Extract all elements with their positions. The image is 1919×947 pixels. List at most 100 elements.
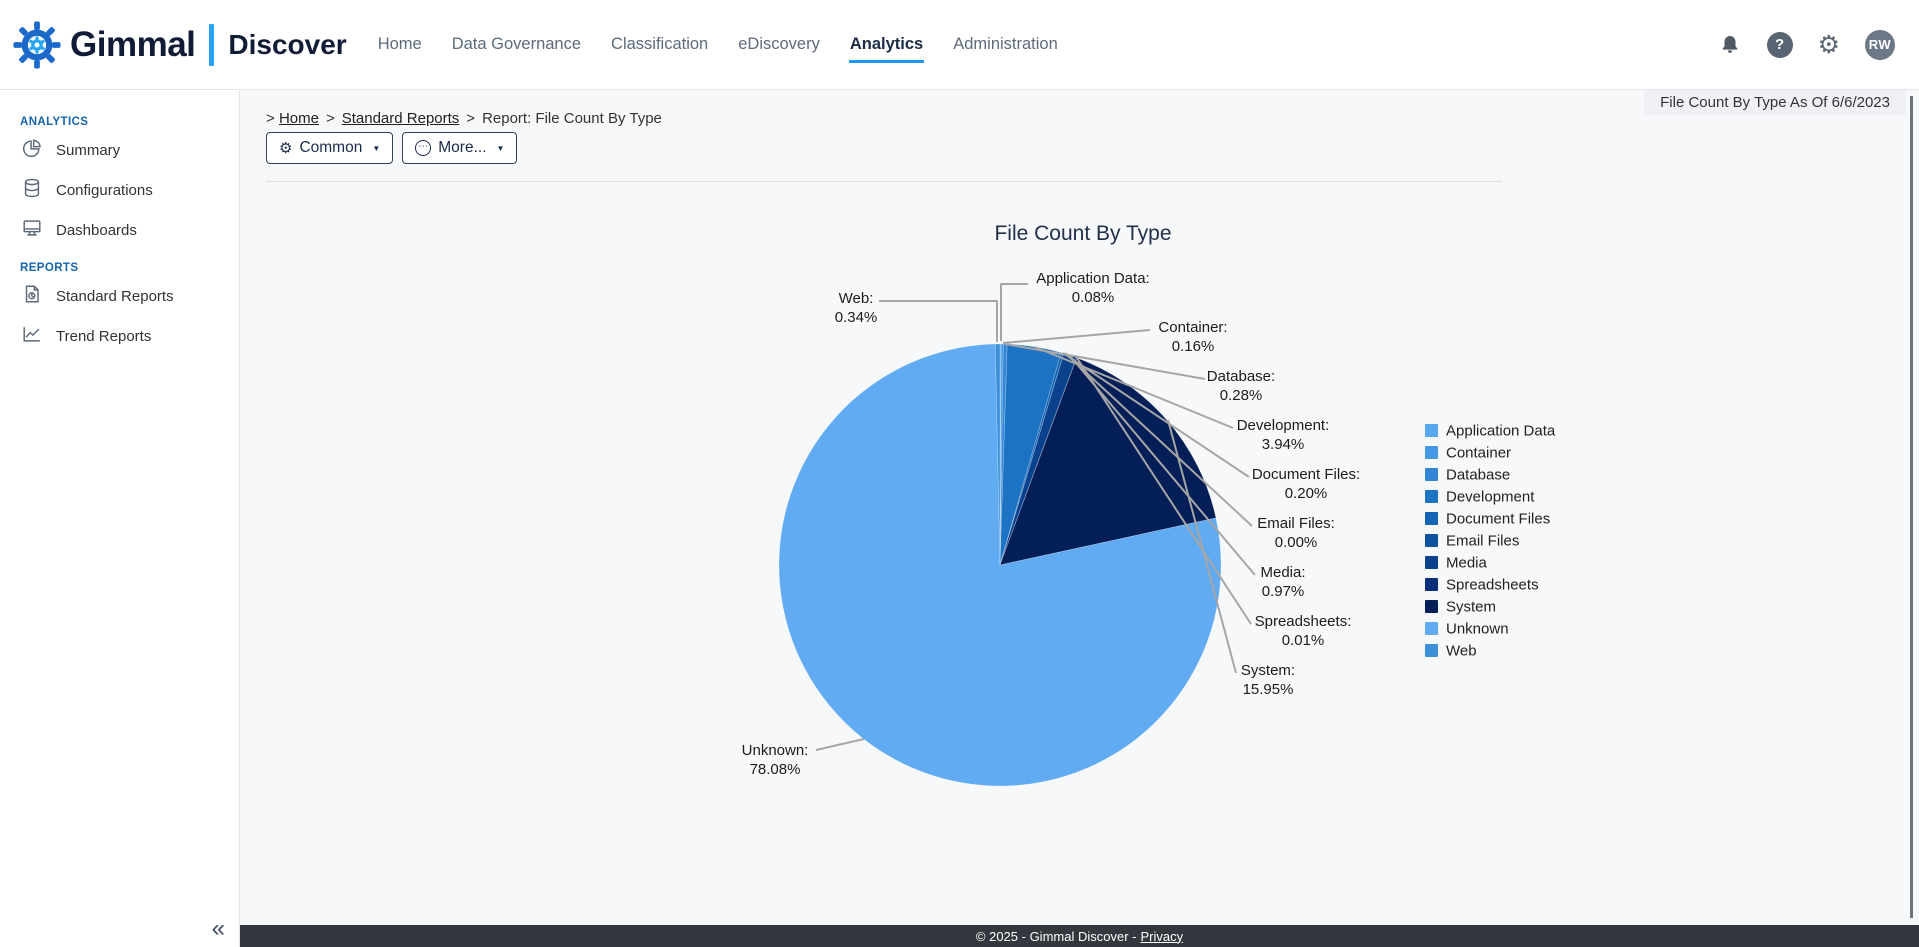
slice-label-development: Development: 3.94%: [1237, 417, 1330, 453]
legend-item-unknown[interactable]: Unknown: [1425, 621, 1509, 638]
leader-line-email-files: [1064, 352, 1253, 527]
sidebar-item-dashboards[interactable]: Dashboards: [0, 210, 239, 250]
nav-item-ediscovery[interactable]: eDiscovery: [738, 34, 820, 53]
legend-swatch: [1425, 534, 1438, 547]
pie-slice-web[interactable]: [994, 343, 1001, 566]
vertical-scrollbar[interactable]: [1910, 96, 1913, 918]
breadcrumb-link-standard-reports[interactable]: Standard Reports: [341, 110, 460, 127]
legend-swatch: [1425, 600, 1438, 613]
leader-line-application-data: [1000, 283, 1028, 341]
pie-slice-system[interactable]: [999, 357, 1217, 566]
legend-swatch: [1425, 622, 1438, 635]
breadcrumb-current-report-file-count-by-type: Report: File Count By Type: [482, 110, 662, 127]
legend-label: Web: [1446, 643, 1477, 660]
help-glyph: ?: [1774, 36, 1785, 53]
nav-item-classification[interactable]: Classification: [611, 34, 709, 53]
main-nav: Home Data Governance Classification eDiscov…: [377, 27, 1059, 63]
legend-label: Media: [1446, 555, 1488, 572]
main-content: > Home > Standard Reports > Report: File Cou…: [240, 90, 1919, 947]
legend-item-email-files[interactable]: Email Files: [1425, 533, 1519, 550]
legend-item-application-data[interactable]: Application Data: [1425, 423, 1556, 440]
help-icon[interactable]: ?: [1766, 31, 1793, 58]
legend-swatch: [1425, 556, 1438, 569]
report-header-title: File Count By Type As Of 6/6/2023: [1644, 90, 1906, 115]
sidebar-collapse-button[interactable]: «: [211, 915, 225, 942]
legend-label: Spreadsheets: [1446, 577, 1539, 594]
sidebar-item-label: Standard Reports: [56, 287, 174, 305]
top-navigation-bar: Gimmal Discover Home Data Governance Class…: [0, 0, 1919, 90]
notifications-bell-icon[interactable]: [1718, 33, 1742, 57]
pie-slice-spreadsheets[interactable]: [999, 357, 1078, 566]
toolbar-divider: [266, 181, 1502, 182]
legend-item-container[interactable]: Container: [1425, 445, 1511, 462]
report-document-icon: [21, 283, 43, 309]
legend-item-web[interactable]: Web: [1425, 643, 1477, 660]
sidebar: ANALYTICS Summary Configurations Dashboards…: [0, 90, 240, 947]
sidebar-item-trend-reports[interactable]: Trend Reports: [0, 316, 239, 356]
legend-item-system[interactable]: System: [1425, 599, 1496, 616]
slice-label-application-data: Application Data: 0.08%: [1036, 270, 1149, 306]
leader-line-development: [1034, 346, 1234, 429]
nav-item-home[interactable]: Home: [377, 34, 422, 53]
sidebar-section-analytics: ANALYTICS: [20, 116, 89, 128]
slice-label-web: Web: 0.34%: [835, 290, 878, 326]
legend-item-document-files[interactable]: Document Files: [1425, 511, 1550, 528]
pie-chart-icon: [21, 137, 43, 163]
sidebar-section-reports: REPORTS: [20, 262, 79, 274]
more-ellipsis-icon: ⋯: [415, 140, 432, 156]
leader-line-spreadsheets: [1076, 357, 1252, 625]
more-button[interactable]: ⋯ More... ▼: [402, 132, 518, 164]
logo-divider: [209, 23, 215, 66]
nav-item-data-governance[interactable]: Data Governance: [451, 34, 582, 53]
gimmal-gear-logo-icon: [13, 20, 61, 69]
legend-swatch: [1425, 468, 1438, 481]
gimmal-logo[interactable]: Gimmal Discover: [0, 20, 347, 70]
breadcrumb-prefix: >: [266, 110, 279, 127]
nav-item-administration[interactable]: Administration: [953, 34, 1058, 53]
slice-label-document-files: Document Files: 0.20%: [1252, 466, 1360, 502]
leader-line-database: [1004, 343, 1206, 380]
slice-label-email-files: Email Files: 0.00%: [1257, 515, 1335, 551]
common-gear-icon: ⚙: [279, 138, 293, 157]
slice-label-system: System: 15.95%: [1241, 662, 1295, 698]
legend-swatch: [1425, 644, 1438, 657]
legend-item-development[interactable]: Development: [1425, 489, 1535, 506]
leader-line-unknown: [815, 738, 865, 751]
chart-title: File Count By Type: [994, 222, 1171, 245]
sidebar-item-summary[interactable]: Summary: [0, 130, 239, 170]
pie-slice-container[interactable]: [999, 343, 1004, 566]
common-button[interactable]: ⚙ Common ▼: [266, 132, 394, 164]
legend-label: Development: [1446, 489, 1535, 506]
breadcrumb-separator: >: [325, 110, 335, 127]
sidebar-item-label: Trend Reports: [56, 327, 152, 345]
nav-item-analytics[interactable]: Analytics: [848, 27, 925, 63]
legend-label: Document Files: [1446, 511, 1550, 528]
legend-item-database[interactable]: Database: [1425, 467, 1510, 484]
breadcrumb-separator: >: [466, 110, 476, 127]
common-caret-icon: ▼: [372, 143, 381, 153]
leader-line-web: [879, 300, 998, 342]
sidebar-item-configurations[interactable]: Configurations: [0, 170, 239, 210]
user-avatar[interactable]: RW: [1865, 29, 1895, 60]
product-name: Discover: [228, 28, 347, 60]
legend-label: Unknown: [1446, 621, 1509, 638]
footer-copyright: © 2025 - Gimmal Discover -: [975, 928, 1137, 944]
legend-label: System: [1446, 599, 1496, 616]
legend-label: Database: [1446, 467, 1510, 484]
avatar-initials: RW: [1868, 37, 1892, 52]
legend-swatch: [1425, 512, 1438, 525]
sidebar-item-standard-reports[interactable]: Standard Reports: [0, 276, 239, 316]
legend-label: Container: [1446, 445, 1511, 462]
legend-item-spreadsheets[interactable]: Spreadsheets: [1425, 577, 1539, 594]
legend-swatch: [1425, 490, 1438, 503]
footer: © 2025 - Gimmal Discover - Privacy: [240, 925, 1919, 947]
slice-label-media: Media: 0.97%: [1260, 564, 1305, 600]
leader-line-container: [1002, 329, 1151, 344]
settings-gear-icon[interactable]: ⚙: [1817, 30, 1840, 59]
pie-slice-application-data[interactable]: [999, 343, 1002, 566]
legend-item-media[interactable]: Media: [1425, 555, 1488, 572]
legend-label: Email Files: [1446, 533, 1519, 550]
common-button-label: Common: [299, 139, 363, 156]
privacy-link[interactable]: Privacy: [1140, 928, 1184, 944]
breadcrumb-link-home[interactable]: Home: [278, 110, 319, 127]
